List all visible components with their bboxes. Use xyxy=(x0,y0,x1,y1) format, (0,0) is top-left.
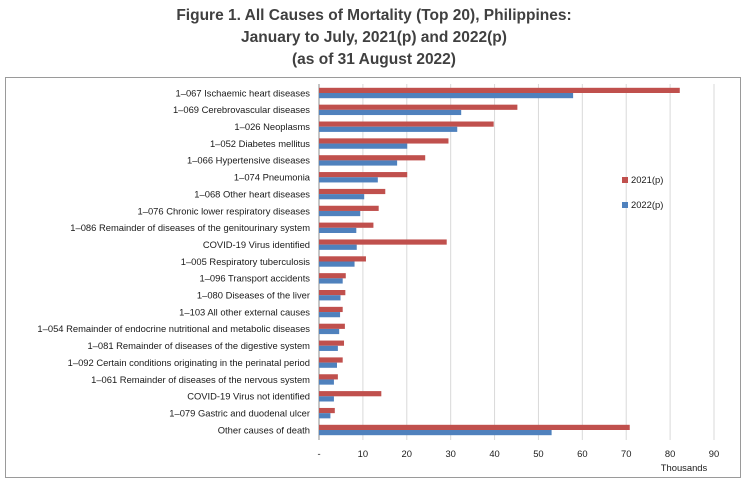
legend-2022-label: 2022(p) xyxy=(631,199,663,210)
bar-2022 xyxy=(319,430,552,436)
category-label: 1–005 Respiratory tuberculosis xyxy=(181,256,311,267)
bar-2022 xyxy=(319,126,458,132)
category-label: 1–066 Hypertensive diseases xyxy=(187,155,310,166)
bar-2022 xyxy=(319,160,398,166)
bar-2022 xyxy=(319,177,378,183)
category-label: 1–096 Transport accidents xyxy=(200,273,311,284)
category-label: 1–052 Diabetes mellitus xyxy=(210,138,310,149)
bar-2022 xyxy=(319,227,357,233)
bar-2022 xyxy=(319,312,341,318)
category-label: 1–026 Neoplasms xyxy=(234,121,310,132)
chart-title-line-2: January to July, 2021(p) and 2022(p) xyxy=(241,29,507,46)
x-axis-title: Thousands xyxy=(661,462,708,473)
bar-2021 xyxy=(319,391,382,397)
category-label: COVID-19 Virus identified xyxy=(203,239,310,250)
bar-2022 xyxy=(319,345,338,351)
bar-2021 xyxy=(319,222,374,228)
category-label: Other causes of death xyxy=(218,424,310,435)
bar-2021 xyxy=(319,256,366,262)
x-tick-label: 90 xyxy=(709,448,719,459)
chart-title-line-3: (as of 31 August 2022) xyxy=(292,51,456,68)
bar-2021 xyxy=(319,188,386,195)
category-label: 1–103 All other external causes xyxy=(179,306,310,317)
bar-2022 xyxy=(319,93,574,99)
x-tick-label: 80 xyxy=(665,448,675,459)
category-label: 1–080 Diseases of the liver xyxy=(197,290,310,301)
bar-2021 xyxy=(319,239,447,245)
bar-2022 xyxy=(319,143,408,149)
bar-2021 xyxy=(319,357,343,363)
x-tick-label: 70 xyxy=(621,448,631,459)
legend-2021-swatch xyxy=(622,177,628,183)
bar-2022 xyxy=(319,278,343,284)
bar-2021 xyxy=(319,306,343,313)
bar-2021 xyxy=(319,205,379,211)
bar-2021 xyxy=(319,374,338,380)
category-label: 1–076 Chronic lower respiratory diseases xyxy=(138,205,311,216)
bar-2021 xyxy=(319,424,630,430)
bar-2022 xyxy=(319,244,357,250)
category-label: 1–068 Other heart diseases xyxy=(194,188,310,199)
legend-2021-label: 2021(p) xyxy=(631,174,663,185)
x-tick-label: 10 xyxy=(358,448,368,459)
x-tick-label: 20 xyxy=(402,448,412,459)
bar-2021 xyxy=(319,340,345,346)
bar-2022 xyxy=(319,210,361,217)
bar-2022 xyxy=(319,328,340,335)
bar-2021 xyxy=(319,121,494,127)
category-label: 1–061 Remainder of diseases of the nervo… xyxy=(91,374,310,385)
bar-2022 xyxy=(319,194,365,200)
category-label: 1–074 Pneumonia xyxy=(234,172,311,183)
bar-2021 xyxy=(319,104,518,110)
category-label: COVID-19 Virus not identified xyxy=(187,391,310,402)
x-tick-label: 50 xyxy=(533,448,543,459)
category-label: 1–067 Ischaemic heart diseases xyxy=(176,87,311,98)
category-label: 1–054 Remainder of endocrine nutritional… xyxy=(37,323,310,334)
chart-title-line-1: Figure 1. All Causes of Mortality (Top 2… xyxy=(176,7,572,24)
bar-2022 xyxy=(319,362,337,368)
legend-2022-swatch xyxy=(622,202,628,208)
bar-2021 xyxy=(319,138,449,144)
category-label: 1–081 Remainder of diseases of the diges… xyxy=(87,340,310,351)
category-label: 1–079 Gastric and duodenal ulcer xyxy=(169,407,310,418)
bar-2022 xyxy=(319,261,355,267)
bar-2021 xyxy=(319,87,680,93)
x-tick-label: 60 xyxy=(577,448,587,459)
bar-2021 xyxy=(319,172,408,178)
bar-2021 xyxy=(319,290,346,296)
category-label: 1–092 Certain conditions originating in … xyxy=(68,357,310,368)
chart-area-frame xyxy=(5,77,741,478)
bar-2021 xyxy=(319,273,346,279)
x-tick-label: 40 xyxy=(489,448,499,459)
category-label: 1–086 Remainder of diseases of the genit… xyxy=(70,222,310,233)
x-tick-label: - xyxy=(317,448,320,459)
category-label: 1–069 Cerebrovascular diseases xyxy=(173,104,310,115)
x-tick-label: 30 xyxy=(445,448,455,459)
bar-2022 xyxy=(319,413,331,419)
bar-2022 xyxy=(319,295,341,301)
bar-2022 xyxy=(319,396,334,402)
bar-2022 xyxy=(319,379,334,385)
bar-2021 xyxy=(319,155,426,161)
bar-2021 xyxy=(319,407,335,414)
bar-2022 xyxy=(319,109,462,116)
bar-2021 xyxy=(319,323,345,329)
